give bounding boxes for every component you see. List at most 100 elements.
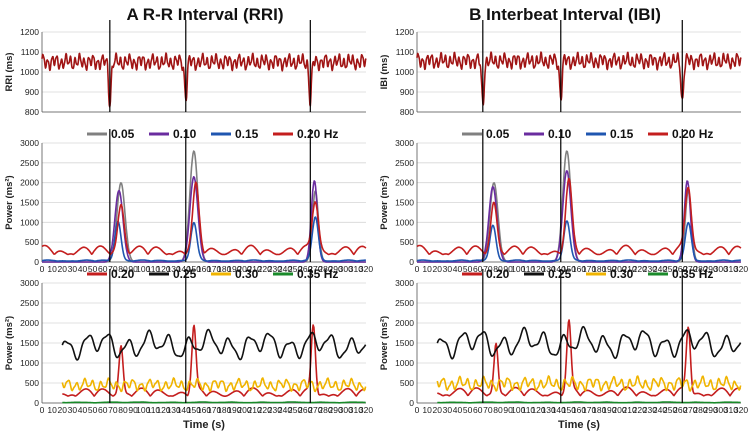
x-tick-label: 80 bbox=[118, 405, 128, 415]
y-tick-label: 1000 bbox=[20, 67, 39, 77]
x-axis-label: Time (s) bbox=[558, 419, 600, 431]
x-tick-label: 300 bbox=[714, 264, 728, 274]
x-tick-label: 110 bbox=[147, 405, 161, 415]
x-tick-label: 260 bbox=[673, 264, 687, 274]
legend-label: 0.05 bbox=[486, 127, 510, 141]
y-tick-label: 2500 bbox=[395, 158, 414, 168]
x-tick-label: 270 bbox=[683, 264, 697, 274]
x-tick-label: 80 bbox=[118, 264, 128, 274]
x-tick-label: 0 bbox=[415, 405, 420, 415]
x-tick-label: 180 bbox=[592, 264, 606, 274]
x-tick-label: 180 bbox=[217, 405, 231, 415]
y-tick-label: 1500 bbox=[20, 198, 39, 208]
x-tick-label: 190 bbox=[602, 264, 616, 274]
x-tick-label: 40 bbox=[453, 405, 463, 415]
x-tick-label: 120 bbox=[531, 405, 545, 415]
x-tick-label: 140 bbox=[177, 264, 191, 274]
x-tick-label: 60 bbox=[473, 264, 483, 274]
x-tick-label: 130 bbox=[167, 405, 181, 415]
x-tick-label: 230 bbox=[643, 264, 657, 274]
series-line bbox=[41, 52, 367, 108]
x-tick-label: 280 bbox=[693, 405, 707, 415]
series-line bbox=[436, 375, 742, 392]
x-tick-label: 250 bbox=[663, 405, 677, 415]
x-tick-label: 90 bbox=[128, 264, 138, 274]
x-tick-label: 210 bbox=[623, 264, 637, 274]
x-tick-label: 50 bbox=[463, 264, 473, 274]
x-tick-label: 160 bbox=[572, 405, 586, 415]
x-tick-label: 110 bbox=[522, 405, 536, 415]
x-tick-label: 200 bbox=[237, 405, 251, 415]
x-tick-label: 140 bbox=[177, 405, 191, 415]
x-tick-label: 140 bbox=[552, 405, 566, 415]
x-tick-label: 180 bbox=[217, 264, 231, 274]
series-line bbox=[436, 325, 742, 360]
legend-label: 0.20 Hz bbox=[672, 127, 713, 141]
x-axis-label: Time (s) bbox=[183, 419, 225, 431]
legend-label: 0.30 bbox=[235, 267, 259, 281]
legend-label: 0.35 Hz bbox=[297, 267, 338, 281]
x-tick-label: 120 bbox=[156, 264, 170, 274]
x-tick-label: 160 bbox=[572, 264, 586, 274]
x-tick-label: 260 bbox=[298, 405, 312, 415]
y-tick-label: 500 bbox=[400, 237, 414, 247]
x-tick-label: 220 bbox=[258, 405, 272, 415]
y-tick-label: 1100 bbox=[396, 47, 415, 57]
x-tick-label: 260 bbox=[298, 264, 312, 274]
x-tick-label: 60 bbox=[98, 405, 108, 415]
x-tick-label: 30 bbox=[443, 405, 453, 415]
x-tick-label: 160 bbox=[197, 405, 211, 415]
y-tick-label: 1000 bbox=[20, 217, 39, 227]
x-tick-label: 50 bbox=[463, 405, 473, 415]
x-tick-label: 230 bbox=[643, 405, 657, 415]
y-tick-label: 2500 bbox=[20, 298, 39, 308]
x-tick-label: 100 bbox=[511, 405, 525, 415]
x-tick-label: 170 bbox=[207, 405, 221, 415]
x-tick-label: 270 bbox=[308, 264, 322, 274]
x-tick-label: 10 bbox=[422, 405, 432, 415]
y-axis-label: Power (ms²) bbox=[4, 175, 15, 229]
x-tick-label: 150 bbox=[562, 405, 576, 415]
x-tick-label: 40 bbox=[453, 264, 463, 274]
x-tick-label: 310 bbox=[724, 405, 738, 415]
series-line bbox=[416, 51, 742, 106]
y-tick-label: 1200 bbox=[395, 27, 414, 37]
y-tick-label: 0 bbox=[409, 257, 414, 267]
y-axis-label: Power (ms²) bbox=[379, 175, 390, 229]
x-tick-label: 210 bbox=[248, 405, 262, 415]
x-tick-label: 70 bbox=[483, 405, 493, 415]
y-tick-label: 800 bbox=[25, 107, 39, 117]
x-tick-label: 70 bbox=[108, 264, 118, 274]
y-tick-label: 1000 bbox=[395, 217, 414, 227]
series-line bbox=[437, 401, 741, 404]
x-tick-label: 30 bbox=[443, 264, 453, 274]
x-tick-label: 220 bbox=[258, 264, 272, 274]
x-tick-label: 10 bbox=[422, 264, 432, 274]
x-tick-label: 320 bbox=[359, 264, 373, 274]
x-tick-label: 160 bbox=[197, 264, 211, 274]
y-tick-label: 2500 bbox=[20, 158, 39, 168]
legend-label: 0.25 bbox=[548, 267, 572, 281]
series-line bbox=[41, 216, 367, 262]
legend-label: 0.15 bbox=[235, 127, 259, 141]
series-line bbox=[61, 377, 367, 393]
x-tick-label: 150 bbox=[562, 264, 576, 274]
y-tick-label: 1200 bbox=[20, 27, 39, 37]
chart-title: A R-R Interval (RRI) bbox=[126, 5, 283, 24]
x-tick-label: 170 bbox=[207, 264, 221, 274]
y-axis-label: RRI (ms) bbox=[4, 52, 15, 91]
y-tick-label: 2000 bbox=[20, 318, 39, 328]
x-tick-label: 240 bbox=[278, 264, 292, 274]
x-tick-label: 140 bbox=[552, 264, 566, 274]
y-tick-label: 2000 bbox=[20, 178, 39, 188]
x-tick-label: 180 bbox=[592, 405, 606, 415]
series-line bbox=[62, 401, 366, 404]
y-tick-label: 1500 bbox=[395, 338, 414, 348]
x-tick-label: 290 bbox=[704, 405, 718, 415]
legend-label: 0.30 bbox=[610, 267, 634, 281]
x-tick-label: 290 bbox=[704, 264, 718, 274]
series-line bbox=[41, 181, 367, 256]
y-tick-label: 1000 bbox=[395, 358, 414, 368]
